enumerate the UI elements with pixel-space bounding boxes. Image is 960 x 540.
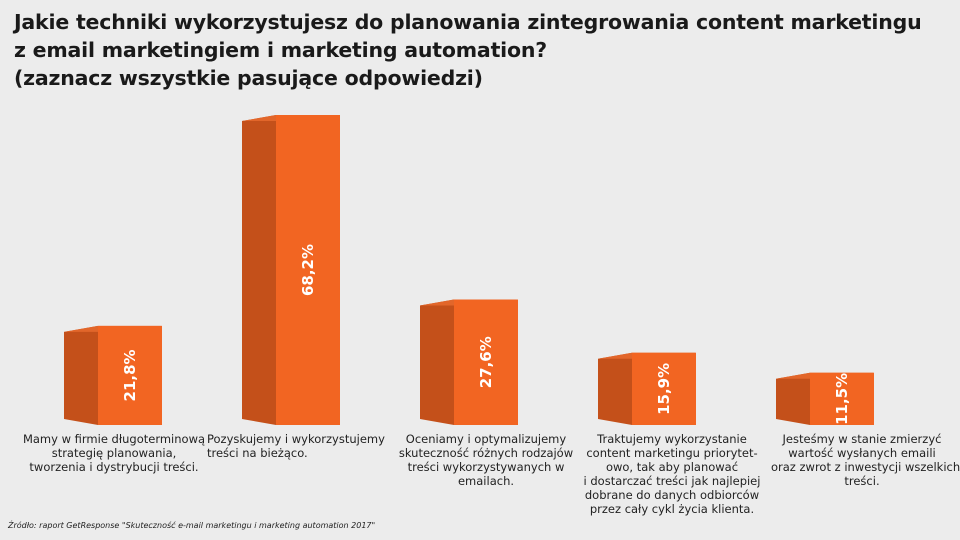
bar-side — [598, 352, 632, 425]
category-label-line: Traktujemy wykorzystanie — [597, 432, 747, 446]
category-label-line: i dostarczać treści jak najlepiej — [583, 474, 761, 488]
bar-side — [64, 325, 98, 425]
category-label-line: dobrane do danych odbiorców — [584, 488, 760, 502]
bar-value-label: 11,5% — [833, 373, 851, 425]
bar-side — [242, 115, 276, 425]
category-label-line: oraz zwrot z inwestycji wszelkich — [771, 460, 960, 474]
bar-value-label: 27,6% — [477, 336, 495, 388]
category-label-line: skuteczność różnych rodzajów — [398, 446, 574, 460]
bar-value-label: 68,2% — [299, 244, 317, 296]
source-note: Źródło: raport GetResponse "Skuteczność … — [8, 521, 376, 530]
category-label: Oceniamy i optymalizujemy skuteczność róż… — [397, 432, 575, 488]
category-label-line: treści. — [844, 474, 880, 488]
category-label-line: treści wykorzystywanych w — [407, 460, 565, 474]
bar-front — [276, 115, 340, 425]
category-label-line: tworzenia i dystrybucji treści. — [29, 460, 199, 474]
chart-title-line: Jakie techniki wykorzystujesz do planowa… — [14, 10, 922, 34]
chart-title-line: (zaznacz wszystkie pasujące odpowiedzi) — [14, 66, 483, 90]
bar-front — [632, 352, 696, 425]
bar-front — [810, 372, 874, 425]
bar-side — [420, 299, 454, 425]
category-label-line: Mamy w firmie długoterminową — [22, 432, 206, 446]
bar-value-label: 15,9% — [655, 363, 673, 415]
bar: 27,6% — [420, 299, 518, 425]
category-label-line: emailach. — [457, 474, 515, 488]
category-label-line: content marketingu priorytet- — [586, 446, 758, 460]
category-label: Jesteśmy w stanie zmierzyć wartość wysłan… — [771, 432, 960, 488]
category-label-line: przez cały cykl życia klienta. — [589, 502, 755, 516]
category-label-line: Pozyskujemy i wykorzystujemy — [207, 432, 385, 446]
category-label-line: wartość wysłanych emaili — [788, 446, 936, 460]
bar-front — [98, 325, 162, 425]
category-label-line: owo, tak aby planować — [605, 460, 739, 474]
bar-value-label: 21,8% — [121, 349, 139, 401]
category-label-line: Jesteśmy w stanie zmierzyć — [782, 432, 942, 446]
bar: 15,9% — [598, 352, 696, 425]
category-label-line: treści na bieżąco. — [207, 446, 308, 460]
bar: 21,8% — [64, 325, 162, 425]
chart-title: Jakie techniki wykorzystujesz do planowa… — [14, 8, 944, 92]
bar-front — [454, 299, 518, 425]
category-label: Pozyskujemy i wykorzystujemy treści na bi… — [207, 432, 392, 460]
bar: 11,5% — [776, 372, 874, 425]
chart-title-line: z email marketingiem i marketing automat… — [14, 38, 547, 62]
bar-side — [776, 372, 810, 425]
category-label-line: strategię planowania, — [51, 446, 177, 460]
category-label-line: Oceniamy i optymalizujemy — [405, 432, 567, 446]
category-label: Mamy w firmie długoterminową strategię pl… — [18, 432, 210, 474]
category-label: Traktujemy wykorzystanie content marketin… — [583, 432, 761, 516]
bar: 68,2% — [242, 115, 340, 425]
